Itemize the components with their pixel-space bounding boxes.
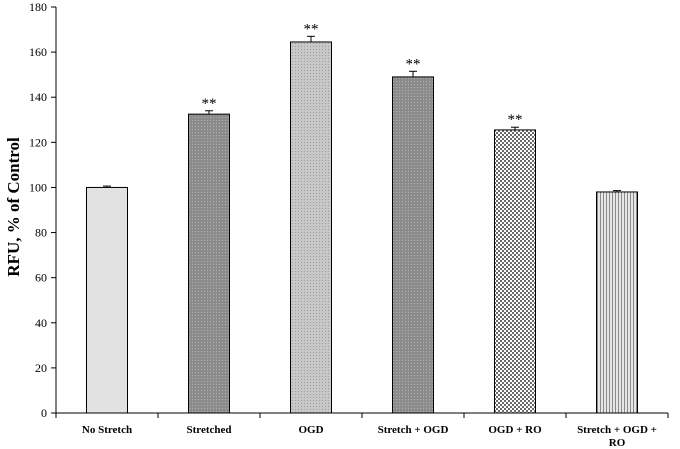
x-category-label: Stretch + OGD + xyxy=(577,424,657,436)
x-axis: No Stretch Stretched OGD Stretch + OGD OGD +… xyxy=(55,412,669,449)
y-tick-label: 140 xyxy=(29,90,47,104)
y-tick-label: 0 xyxy=(41,406,47,420)
x-category-label: OGD + RO xyxy=(488,424,542,436)
x-category-label: No Stretch xyxy=(82,424,132,436)
y-tick-label: 40 xyxy=(35,316,47,330)
bars-group: ** ** ** ** xyxy=(86,21,638,414)
bar xyxy=(392,76,434,414)
significance-marker: ** xyxy=(508,112,523,128)
significance-marker: ** xyxy=(202,96,217,112)
x-category-label: OGD xyxy=(298,424,323,436)
y-tick-label: 20 xyxy=(35,361,47,375)
bar xyxy=(86,186,128,414)
y-tick-label: 160 xyxy=(29,45,47,59)
bar xyxy=(596,191,638,414)
y-axis-title: RFU, % of Control xyxy=(4,137,23,277)
y-axis: 0 20 40 60 80 100 120 140 160 180 xyxy=(29,0,57,420)
significance-marker: ** xyxy=(406,56,421,72)
x-category-label: Stretched xyxy=(186,424,231,436)
bar xyxy=(494,129,536,414)
y-tick-label: 100 xyxy=(29,180,47,194)
y-tick-label: 60 xyxy=(35,271,47,285)
x-category-label: RO xyxy=(609,437,626,449)
y-tick-label: 80 xyxy=(35,226,47,240)
y-tick-label: 180 xyxy=(29,0,47,14)
bar xyxy=(188,113,230,414)
y-tick-label: 120 xyxy=(29,135,47,149)
significance-marker: ** xyxy=(304,21,319,37)
x-category-label: Stretch + OGD xyxy=(378,424,449,436)
bar xyxy=(290,41,332,414)
